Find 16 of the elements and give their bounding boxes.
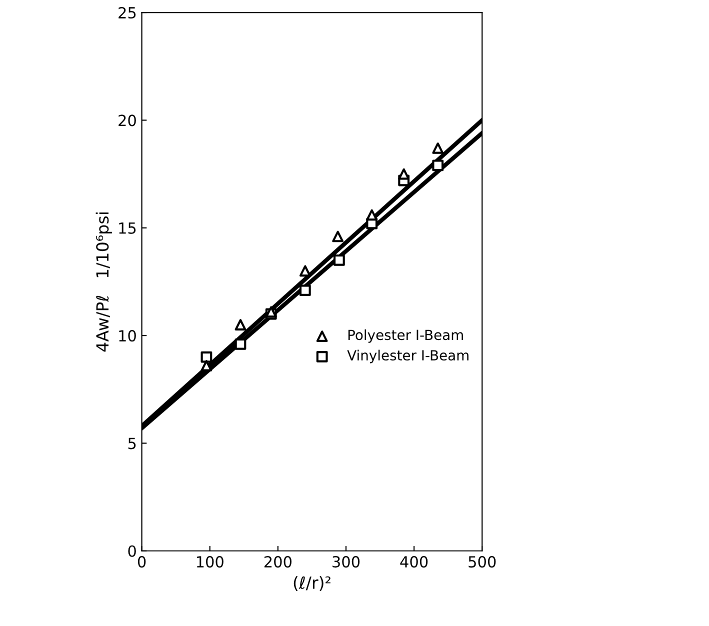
x-tick-label: 500 — [468, 556, 496, 568]
y-tick-label: 0 — [128, 545, 136, 557]
x-axis-title: (ℓ/r)² — [294, 576, 330, 591]
x-tick-label: 300 — [332, 556, 360, 568]
y-tick-label: 5 — [128, 438, 136, 450]
legend-label: Vinylester I-Beam — [347, 350, 468, 364]
x-tick-label: 200 — [264, 556, 292, 568]
x-tick-label: 400 — [400, 556, 428, 568]
x-tick-label: 100 — [196, 556, 224, 568]
y-tick-label: 15 — [119, 222, 136, 234]
y-axis-title: 4Aw/Pℓ 1/10⁶psi — [96, 212, 112, 352]
y-tick-label: 10 — [119, 330, 136, 342]
x-tick-label: 0 — [138, 556, 146, 568]
y-tick-label: 20 — [118, 114, 136, 126]
legend-label: Polyester I-Beam — [348, 329, 463, 343]
y-tick-label: 25 — [118, 6, 136, 19]
